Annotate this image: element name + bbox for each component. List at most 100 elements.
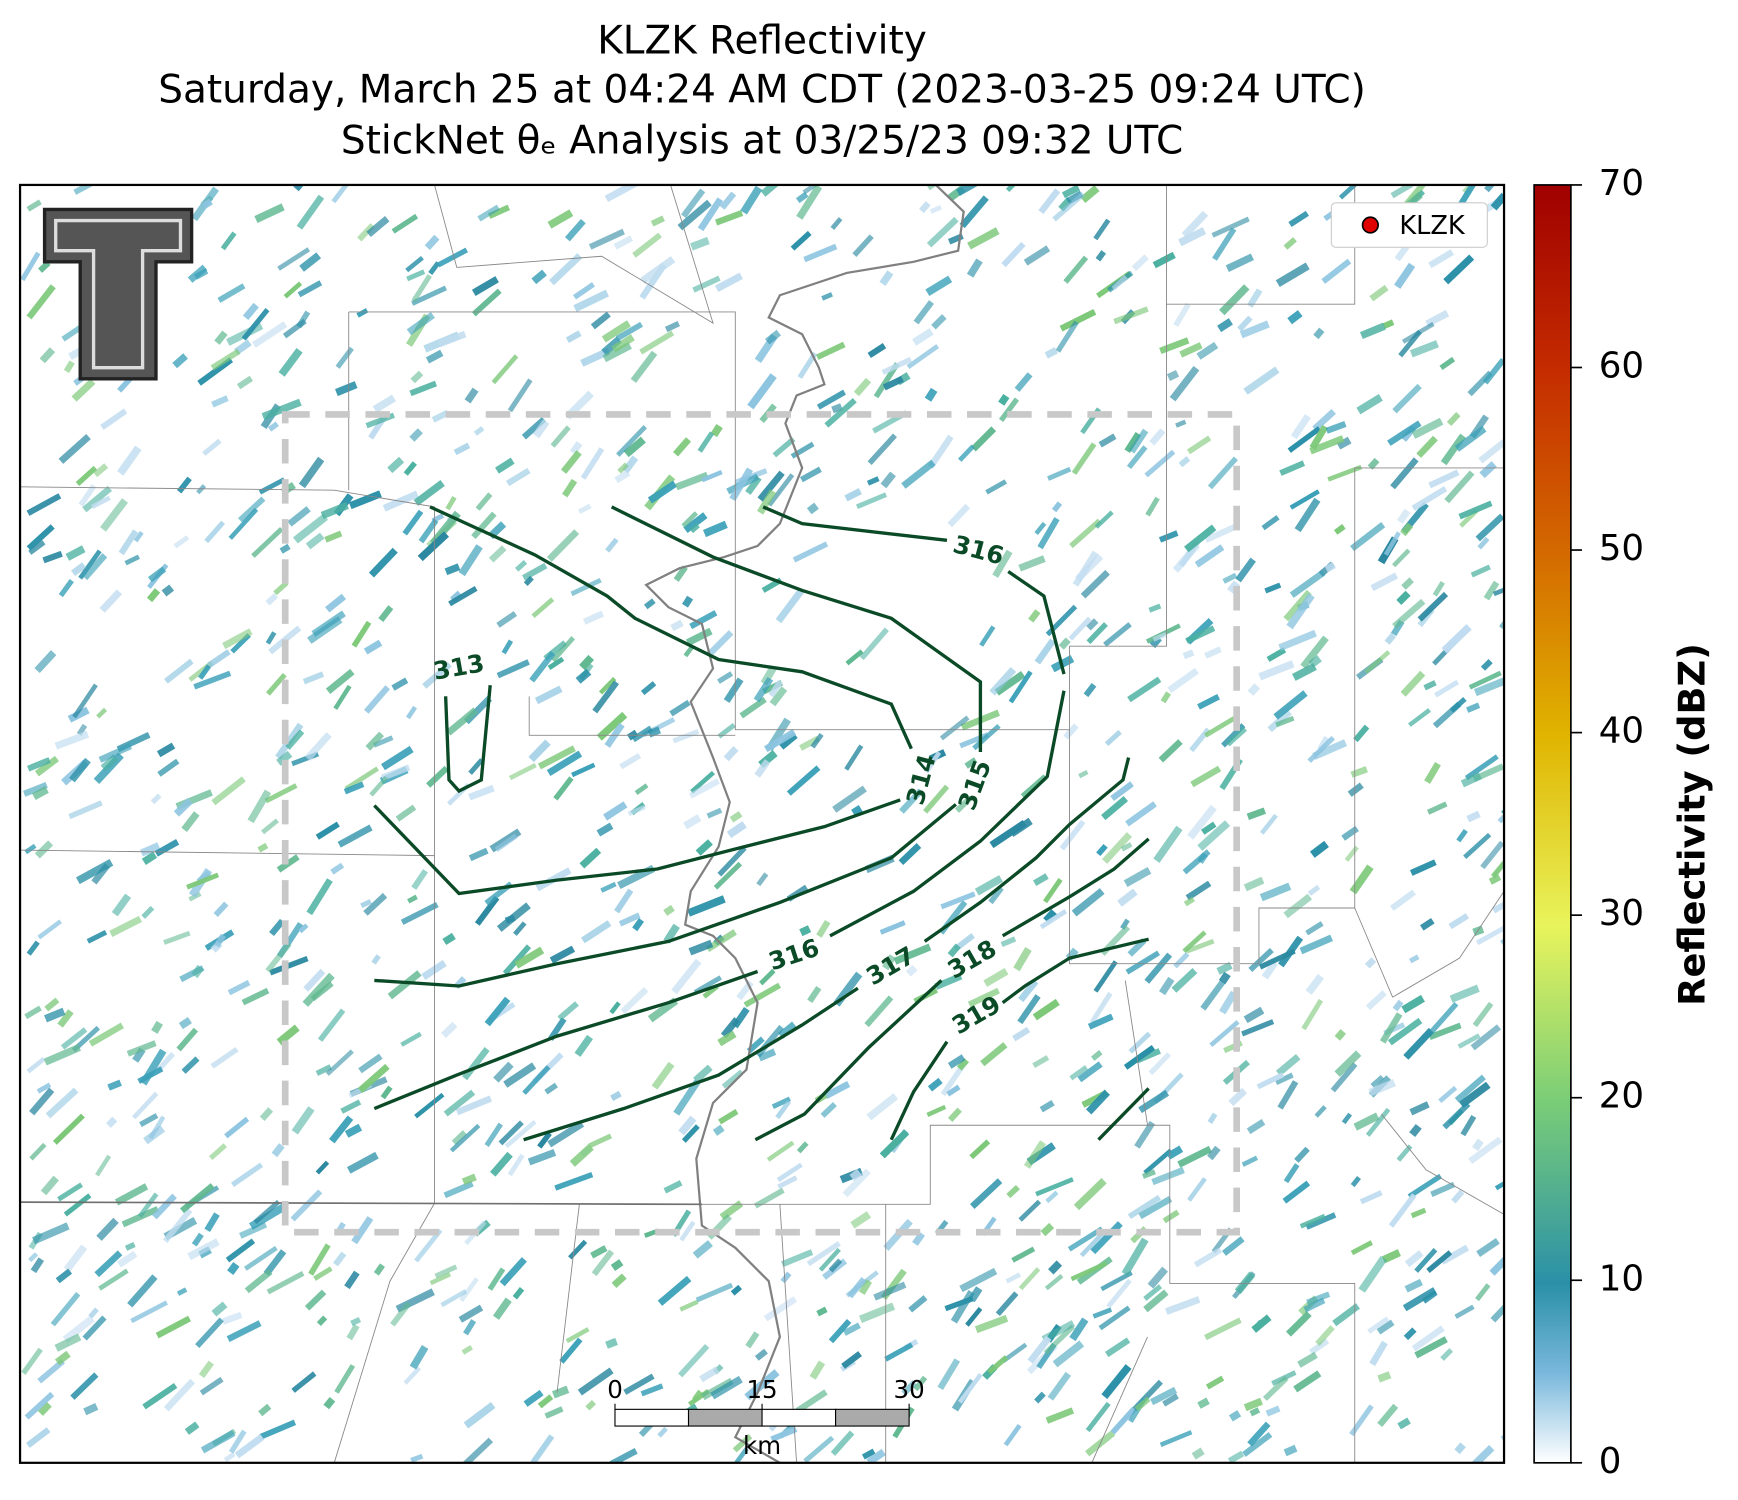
echo xyxy=(208,1143,227,1161)
echo xyxy=(673,1079,701,1116)
echo xyxy=(1068,616,1092,641)
echo xyxy=(537,1394,554,1409)
echo xyxy=(908,1295,928,1313)
echo xyxy=(1267,709,1292,733)
echo xyxy=(72,683,98,719)
scale-tick-label: 15 xyxy=(746,1375,777,1404)
echo xyxy=(842,1168,871,1198)
echo xyxy=(1349,864,1374,895)
echo xyxy=(1241,1155,1259,1167)
echo xyxy=(1063,723,1079,740)
echo xyxy=(685,627,713,647)
echo xyxy=(1091,1050,1103,1061)
echo xyxy=(1480,659,1493,671)
echo xyxy=(273,580,289,596)
echo xyxy=(1017,994,1041,1025)
echo xyxy=(199,1376,224,1396)
echo xyxy=(1265,1405,1281,1417)
echo xyxy=(302,671,325,685)
echo xyxy=(1274,1072,1294,1086)
echo xyxy=(285,729,305,750)
echo xyxy=(687,895,726,917)
echo xyxy=(1277,1080,1299,1110)
echo xyxy=(1219,990,1238,1015)
echo xyxy=(764,329,781,345)
echo xyxy=(378,605,394,622)
echo xyxy=(1143,1289,1169,1313)
echo xyxy=(459,1277,479,1302)
echo xyxy=(1167,667,1199,694)
echo xyxy=(1377,1371,1392,1383)
echo xyxy=(1492,582,1505,597)
echo xyxy=(96,707,108,719)
echo xyxy=(267,421,279,432)
echo xyxy=(1358,1255,1388,1293)
echo xyxy=(958,1373,983,1404)
echo xyxy=(1128,428,1149,454)
echo xyxy=(259,1107,274,1121)
echo xyxy=(630,350,658,383)
echo xyxy=(1266,647,1287,662)
echo xyxy=(63,360,75,374)
echo xyxy=(1187,804,1217,840)
echo xyxy=(1409,1123,1422,1138)
echo xyxy=(824,397,857,428)
echo xyxy=(1443,254,1475,285)
echo xyxy=(1396,1144,1413,1162)
echo xyxy=(1261,960,1278,980)
echo xyxy=(968,1286,983,1303)
echo xyxy=(905,964,918,977)
echo xyxy=(464,387,479,404)
echo xyxy=(1106,1278,1132,1309)
echo xyxy=(802,184,824,195)
echo xyxy=(1043,878,1063,904)
echo xyxy=(590,1245,608,1259)
echo xyxy=(1185,938,1215,954)
echo xyxy=(1476,1237,1500,1258)
echo xyxy=(596,711,628,741)
echo xyxy=(191,1232,204,1247)
echo xyxy=(1308,655,1322,668)
echo xyxy=(816,1306,828,1317)
contour-line xyxy=(523,986,859,1142)
echo xyxy=(244,1245,278,1271)
echo xyxy=(63,1193,92,1217)
echo xyxy=(86,929,108,944)
echo xyxy=(1184,524,1217,553)
echo xyxy=(1000,936,1017,948)
echo xyxy=(325,593,347,613)
echo xyxy=(1101,795,1129,821)
echo xyxy=(42,550,63,564)
echo xyxy=(181,811,200,832)
echo xyxy=(893,943,932,965)
contour-label: 316 xyxy=(765,933,823,976)
scale-unit: km xyxy=(743,1431,781,1460)
echo xyxy=(366,215,390,237)
echo xyxy=(707,630,734,657)
echo xyxy=(588,1133,613,1149)
echo xyxy=(39,347,56,364)
echo xyxy=(1500,1431,1505,1443)
echo xyxy=(204,1212,220,1232)
echo xyxy=(1424,761,1441,784)
echo xyxy=(1186,435,1212,455)
echo xyxy=(1367,1316,1390,1334)
echo xyxy=(20,251,41,282)
echo xyxy=(1178,227,1207,247)
echo xyxy=(620,987,649,1014)
echo xyxy=(400,1031,422,1047)
echo xyxy=(1126,445,1148,470)
echo xyxy=(75,465,98,486)
boundaries xyxy=(20,184,1505,1463)
echo xyxy=(340,1099,362,1114)
scale-bar: 0 15 30 km xyxy=(607,1375,925,1460)
echo xyxy=(768,679,783,698)
echo xyxy=(796,184,823,220)
echo xyxy=(1087,1013,1114,1030)
echo xyxy=(695,839,713,856)
echo xyxy=(1275,715,1295,728)
echo xyxy=(1127,676,1162,703)
echo xyxy=(1149,428,1166,446)
echo xyxy=(799,735,820,751)
echo xyxy=(431,409,450,423)
